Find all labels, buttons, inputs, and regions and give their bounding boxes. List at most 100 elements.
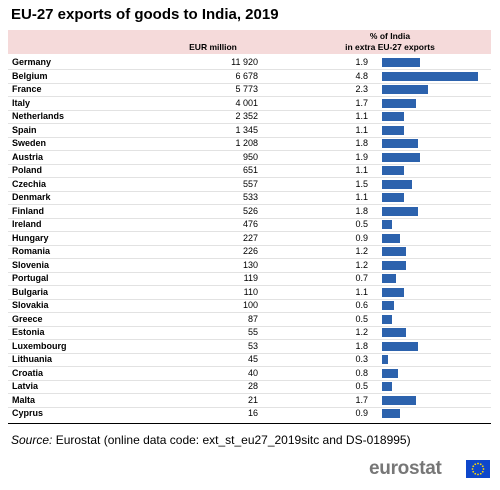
- percent-value: 0.9: [355, 408, 368, 418]
- percent-value: 1.2: [355, 259, 368, 270]
- flag-star: [474, 472, 477, 475]
- percent-bar: [382, 233, 400, 243]
- country-label: Greece: [12, 313, 43, 324]
- percent-value: 1.1: [355, 124, 368, 135]
- eur-value: 87: [247, 313, 258, 324]
- percent-value: 4.8: [355, 70, 368, 81]
- percent-value: 0.7: [355, 273, 368, 283]
- header-percent-share: % of India in extra EU-27 exports: [290, 31, 490, 53]
- percent-value: 0.3: [355, 354, 368, 364]
- percent-value: 1.8: [355, 138, 368, 148]
- eur-value: 110: [243, 286, 258, 297]
- flag-star: [481, 470, 484, 473]
- percent-value: 0.9: [355, 232, 368, 243]
- eur-value: 4 001: [235, 97, 258, 108]
- percent-bar: [382, 71, 478, 81]
- header-eur-million: EUR million: [189, 42, 237, 52]
- country-label: Germany: [12, 57, 52, 67]
- table-row: Netherlands 2 352 1.1: [8, 110, 491, 124]
- flag-star: [482, 468, 485, 470]
- flag-star: [479, 463, 482, 466]
- percent-bar: [382, 85, 428, 94]
- table-row: Finland 526 1.8: [8, 205, 491, 219]
- eur-value: 1 345: [235, 124, 258, 135]
- flag-star: [481, 465, 484, 468]
- country-label: Sweden: [12, 138, 47, 148]
- country-label: Luxembourg: [12, 340, 67, 351]
- flag-star: [474, 463, 477, 466]
- table-row: Romania 226 1.2: [8, 245, 491, 259]
- percent-bar: [382, 112, 404, 121]
- flag-star: [477, 473, 479, 476]
- eur-value: 5 773: [235, 84, 258, 94]
- country-label: Spain: [12, 124, 37, 135]
- eur-value: 227: [242, 232, 258, 243]
- percent-bar: [382, 301, 394, 310]
- flag-star: [479, 472, 482, 475]
- percent-bar: [382, 260, 406, 270]
- table-row: Belgium 6 678 4.8: [8, 70, 491, 84]
- table-row: Lithuania 45 0.3: [8, 353, 491, 367]
- source-note: Source: Eurostat (online data code: ext_…: [11, 433, 411, 447]
- flag-star: [472, 465, 475, 468]
- eur-value: 40: [247, 367, 258, 378]
- percent-bar: [382, 274, 396, 283]
- table-row: Latvia 28 0.5: [8, 380, 491, 394]
- country-label: Denmark: [12, 192, 51, 202]
- eur-value: 55: [247, 327, 258, 337]
- header-percent-line2: in extra EU-27 exports: [345, 42, 435, 52]
- percent-value: 1.7: [355, 97, 368, 108]
- flag-star: [471, 468, 474, 470]
- country-label: Croatia: [12, 367, 44, 378]
- eur-value: 28: [247, 381, 258, 391]
- percent-value: 1.7: [355, 394, 368, 405]
- percent-bar: [382, 206, 418, 216]
- percent-value: 0.5: [355, 313, 368, 324]
- country-label: Malta: [12, 394, 36, 405]
- country-label: Ireland: [12, 219, 42, 229]
- table-row: Germany 11 920 1.9: [8, 56, 491, 70]
- percent-value: 1.8: [355, 340, 368, 351]
- percent-bar: [382, 382, 392, 391]
- percent-bar: [382, 368, 398, 378]
- percent-bar: [382, 220, 392, 229]
- flag-star: [477, 462, 479, 465]
- percent-value: 1.8: [355, 205, 368, 216]
- eur-value: 11 920: [231, 57, 258, 67]
- percent-bar: [382, 341, 418, 351]
- country-label: Hungary: [12, 232, 49, 243]
- percent-bar: [382, 58, 420, 67]
- country-label: Romania: [12, 246, 51, 256]
- percent-bar: [382, 395, 416, 405]
- percent-value: 1.1: [355, 111, 368, 121]
- eur-value: 226: [242, 246, 258, 256]
- percent-value: 2.3: [355, 84, 368, 94]
- country-label: Estonia: [12, 327, 45, 337]
- table-row: Slovakia 100 0.6: [8, 299, 491, 313]
- table-row: Austria 950 1.9: [8, 151, 491, 165]
- table-row: Sweden 1 208 1.8: [8, 137, 491, 151]
- country-label: Austria: [12, 151, 44, 162]
- table-row: Greece 87 0.5: [8, 313, 491, 327]
- eur-value: 130: [242, 259, 258, 270]
- country-label: Poland: [12, 165, 43, 175]
- table-row: Bulgaria 110 1.1: [8, 286, 491, 300]
- percent-value: 1.1: [355, 165, 368, 175]
- table-row: Czechia 557 1.5: [8, 178, 491, 192]
- header-band: [8, 30, 491, 54]
- table-row: Malta 21 1.7: [8, 394, 491, 408]
- chart-title: EU-27 exports of goods to India, 2019: [11, 6, 279, 23]
- eur-value: 21: [247, 394, 258, 405]
- eur-value: 100: [242, 300, 258, 310]
- country-label: Czechia: [12, 178, 47, 189]
- percent-bar: [382, 179, 412, 189]
- percent-value: 1.2: [355, 246, 368, 256]
- country-label: Italy: [12, 97, 31, 108]
- percent-value: 1.1: [355, 286, 368, 297]
- percent-value: 1.2: [355, 327, 368, 337]
- eur-value: 651: [242, 165, 258, 175]
- source-label: Source:: [11, 433, 53, 447]
- table-row: Denmark 533 1.1: [8, 191, 491, 205]
- eur-value: 533: [242, 192, 258, 202]
- table-row: Slovenia 130 1.2: [8, 259, 491, 273]
